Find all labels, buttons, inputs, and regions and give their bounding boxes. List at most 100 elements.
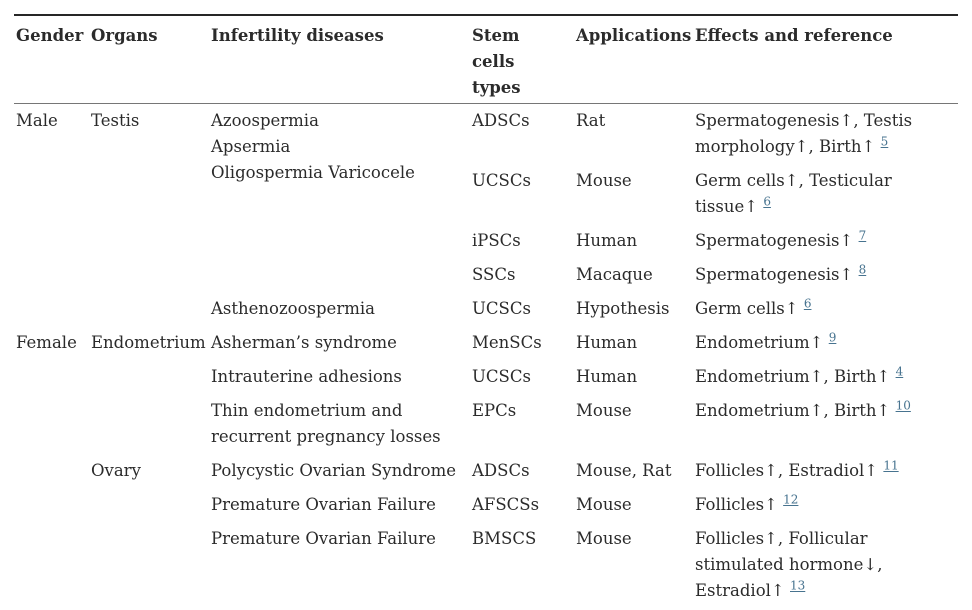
application-cell: Mouse bbox=[576, 495, 632, 514]
application-cell: Mouse, Rat bbox=[576, 461, 672, 480]
reference-link[interactable]: 12 bbox=[783, 492, 799, 507]
effects-cell: Follicles↑ 12 bbox=[693, 488, 958, 522]
disease-cell: Azoospermia Apsermia Oligospermia Varicoce… bbox=[209, 104, 470, 293]
organs-cell: Endometrium bbox=[91, 333, 206, 352]
effects-cell: Spermatogenesis↑, Testis morphology↑, Bi… bbox=[693, 104, 958, 165]
organs-cell: Testis bbox=[91, 111, 140, 130]
gender-cell: Female bbox=[16, 333, 77, 352]
disease-cell: Asthenozoospermia bbox=[209, 292, 470, 326]
disease-cell: Intrauterine adhesions bbox=[209, 360, 470, 394]
disease-line: Oligospermia Varicocele bbox=[211, 163, 415, 182]
table-row: Female Endometrium Asherman’s syndrome MenS… bbox=[14, 326, 958, 360]
effects-cell: Endometrium↑ 9 bbox=[693, 326, 958, 360]
reference-superscript: 6 bbox=[763, 195, 771, 209]
disease-line: Premature Ovarian Failure bbox=[211, 529, 436, 548]
table-row: Thin endometrium and recurrent pregnancy … bbox=[14, 394, 958, 454]
reference-link[interactable]: 4 bbox=[895, 364, 904, 379]
table-row: Asthenozoospermia UCSCs Hypothesis Germ cel… bbox=[14, 292, 958, 326]
header-effects-and-reference: Effects and reference bbox=[693, 15, 958, 104]
effect-text: Follicles↑, Estradiol↑ bbox=[695, 461, 884, 480]
application-cell: Human bbox=[576, 231, 638, 250]
reference-link[interactable]: 8 bbox=[858, 262, 867, 277]
effect-text: Endometrium↑, Birth↑ bbox=[695, 401, 896, 420]
header-applications: Applications bbox=[574, 15, 693, 104]
effects-cell: Spermatogenesis↑ 8 bbox=[693, 258, 958, 292]
effects-cell: Follicles↑, Estradiol↑ 11 bbox=[693, 454, 958, 488]
stem-cell-infertility-table: Gender Organs Infertility diseases Stem … bbox=[14, 14, 958, 610]
disease-line: Apsermia bbox=[211, 137, 291, 156]
effect-text: Spermatogenesis↑, Testis morphology↑, Bi… bbox=[695, 111, 913, 156]
effect-text: Germ cells↑, Testicular tissue↑ bbox=[695, 171, 892, 216]
table-row: UCSCs Mouse Germ cells↑, Testicular tissue… bbox=[14, 164, 958, 224]
reference-superscript: 9 bbox=[829, 331, 837, 345]
table-body: Male Testis Azoospermia Apsermia Oligospermi… bbox=[14, 104, 958, 610]
application-cell: Rat bbox=[576, 111, 606, 130]
reference-link[interactable]: 13 bbox=[790, 578, 806, 593]
application-cell: Human bbox=[576, 333, 638, 352]
reference-link[interactable]: 5 bbox=[880, 134, 889, 149]
stem-cell-type-cell: ADSCs bbox=[472, 111, 530, 130]
table-row: SSCs Macaque Spermatogenesis↑ 8 bbox=[14, 258, 958, 292]
disease-line: Thin endometrium and bbox=[211, 401, 403, 420]
reference-link[interactable]: 7 bbox=[858, 228, 867, 243]
reference-superscript: 7 bbox=[859, 229, 867, 243]
stem-cell-type-cell: MenSCs bbox=[472, 333, 542, 352]
disease-line: Premature Ovarian Failure bbox=[211, 495, 436, 514]
effect-text: Follicles↑ bbox=[695, 495, 784, 514]
application-cell: Hypothesis bbox=[576, 299, 670, 318]
header-infertility-diseases: Infertility diseases bbox=[209, 15, 470, 104]
gender-cell: Male bbox=[16, 111, 58, 130]
application-cell: Mouse bbox=[576, 529, 632, 548]
disease-line: recurrent pregnancy losses bbox=[211, 427, 441, 446]
reference-superscript: 4 bbox=[896, 365, 904, 379]
table-row: Premature Ovarian Failure BMSCS Mouse Folli… bbox=[14, 522, 958, 608]
effects-cell: Endometrium↑, Birth↑ 4 bbox=[693, 360, 958, 394]
application-cell: Human bbox=[576, 367, 638, 386]
reference-link[interactable]: 6 bbox=[763, 194, 771, 209]
stem-cell-type-cell: iPSCs bbox=[472, 231, 521, 250]
effect-text: Endometrium↑ bbox=[695, 333, 829, 352]
reference-superscript: 13 bbox=[790, 579, 805, 593]
header-gender: Gender bbox=[14, 15, 89, 104]
table-row: Ovary Polycystic Ovarian Syndrome ADSCs Mou… bbox=[14, 454, 958, 488]
reference-superscript: 11 bbox=[883, 459, 898, 473]
table-row: Premature Ovarian Failure AFSCSs Mouse Foll… bbox=[14, 488, 958, 522]
stem-cell-type-cell: UCSCs bbox=[472, 299, 531, 318]
header-stem-cells-types: Stem cells types bbox=[470, 15, 574, 104]
reference-link[interactable]: 11 bbox=[883, 458, 899, 473]
effect-text: Spermatogenesis↑ bbox=[695, 265, 859, 284]
header-organs: Organs bbox=[89, 15, 209, 104]
stem-cell-type-cell: BMSCS bbox=[472, 529, 537, 548]
effects-cell: Spermatogenesis↑ 7 bbox=[693, 224, 958, 258]
table-row: iPSCs Human Spermatogenesis↑ 7 bbox=[14, 224, 958, 258]
table-header: Gender Organs Infertility diseases Stem … bbox=[14, 15, 958, 104]
reference-superscript: 5 bbox=[881, 135, 889, 149]
reference-link[interactable]: 10 bbox=[895, 398, 911, 413]
application-cell: Mouse bbox=[576, 401, 632, 420]
effect-text: Germ cells↑ bbox=[695, 299, 804, 318]
reference-superscript: 12 bbox=[783, 493, 798, 507]
effects-cell: Germ cells↑ 6 bbox=[693, 292, 958, 326]
organs-cell: Ovary bbox=[91, 461, 141, 480]
effects-cell: Germ cells↑, Testicular tissue↑ 6 bbox=[693, 164, 958, 224]
reference-link[interactable]: 6 bbox=[803, 296, 812, 311]
application-cell: Macaque bbox=[576, 265, 653, 284]
stem-cell-type-cell: AFSCSs bbox=[472, 495, 540, 514]
stem-cell-type-cell: UCSCs bbox=[472, 367, 531, 386]
disease-cell: Thin endometrium and recurrent pregnancy … bbox=[209, 394, 470, 454]
effect-text: Follicles↑, Follicular stimulated hormon… bbox=[695, 529, 883, 600]
stem-cell-type-cell: SSCs bbox=[472, 265, 516, 284]
reference-superscript: 10 bbox=[896, 399, 911, 413]
header-row: Gender Organs Infertility diseases Stem … bbox=[14, 15, 958, 104]
disease-line: Azoospermia bbox=[211, 111, 319, 130]
effect-text: Endometrium↑, Birth↑ bbox=[695, 367, 896, 386]
disease-line: Asthenozoospermia bbox=[211, 299, 375, 318]
disease-cell: Asherman’s syndrome bbox=[209, 326, 470, 360]
disease-line: Intrauterine adhesions bbox=[211, 367, 402, 386]
disease-line: Polycystic Ovarian Syndrome bbox=[211, 461, 456, 480]
effects-cell: Follicles↑, Follicular stimulated hormon… bbox=[693, 522, 958, 608]
disease-line: Asherman’s syndrome bbox=[211, 333, 397, 352]
reference-link[interactable]: 9 bbox=[828, 330, 837, 345]
disease-cell: Premature Ovarian Failure bbox=[209, 522, 470, 608]
